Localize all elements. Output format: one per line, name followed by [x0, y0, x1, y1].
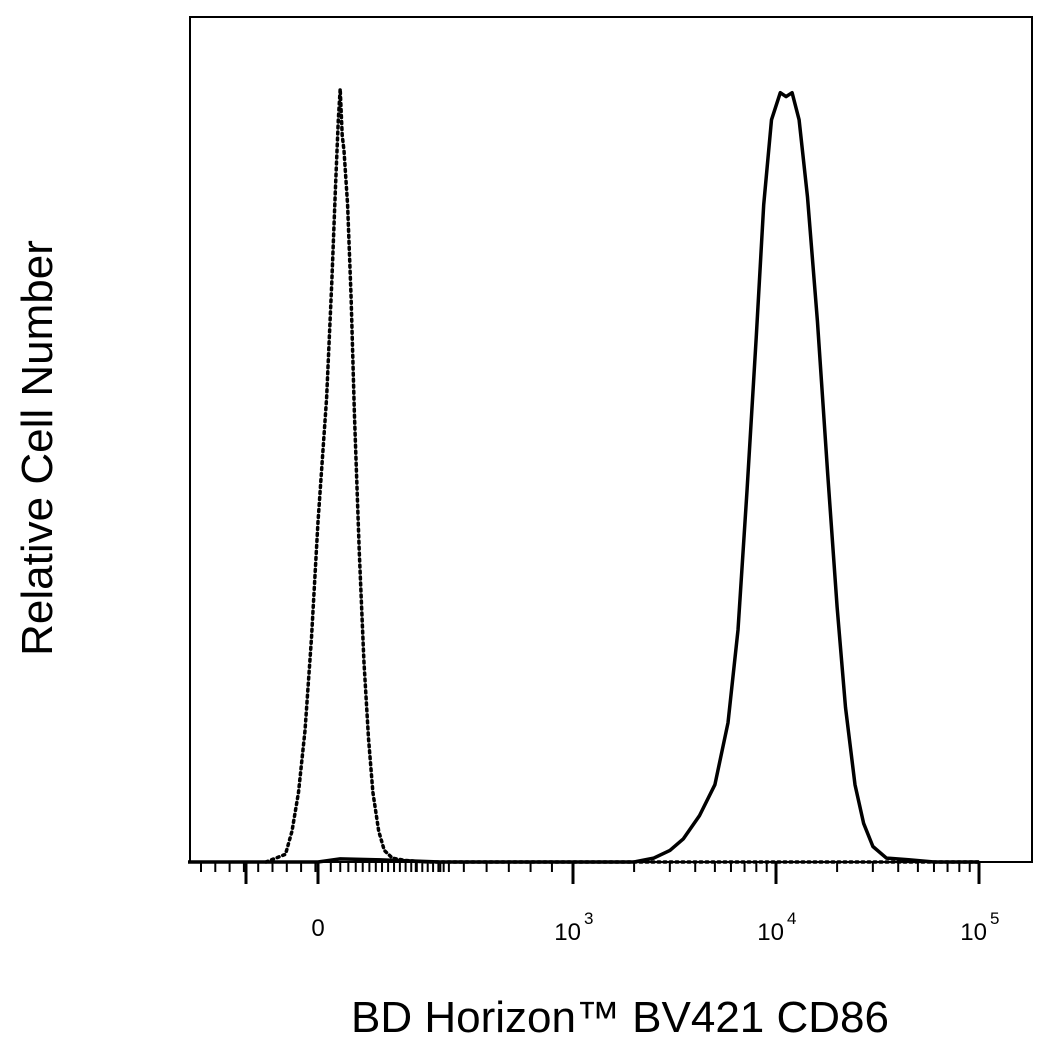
x-axis-title: BD Horizon™ BV421 CD86	[351, 993, 889, 1042]
x-axis-major-ticks	[244, 862, 981, 884]
tick-label-1: 0	[311, 915, 324, 942]
tick-label-3: 104	[757, 909, 796, 946]
tick-label-2: 103	[554, 909, 593, 946]
x-axis-minor-ticks	[200, 862, 971, 872]
tick-label-base: 10	[757, 919, 784, 946]
tick-label-base: 10	[960, 919, 987, 946]
series-line-1	[264, 87, 981, 864]
tick-label-base: 10	[554, 919, 581, 946]
series-line-2	[188, 90, 979, 864]
tick-label-exponent: 3	[584, 909, 593, 928]
y-axis-title: Relative Cell Number	[13, 240, 62, 656]
tick-label-4: 105	[960, 909, 999, 946]
tick-label-exponent: 5	[990, 909, 999, 928]
plot-frame	[189, 16, 1033, 863]
series-layer	[188, 87, 981, 864]
tick-label-exponent: 4	[787, 909, 796, 928]
